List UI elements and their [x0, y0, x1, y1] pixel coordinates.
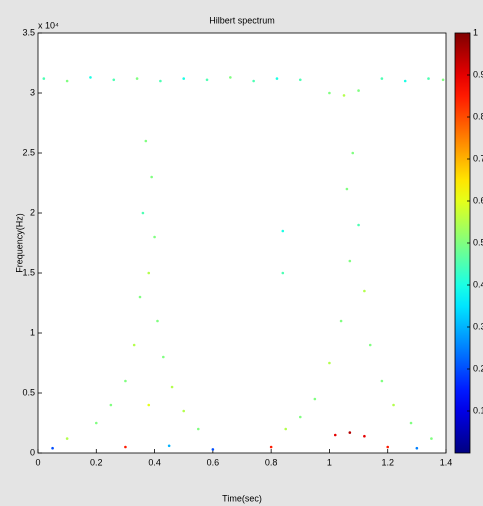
x-tick-label: 1	[327, 457, 332, 467]
x-axis-label: Time(sec)	[222, 493, 262, 503]
point	[284, 427, 288, 431]
x-tick-label: 0.2	[90, 457, 103, 467]
colorbar-tick-label: 0.6	[473, 195, 483, 205]
point	[167, 444, 171, 448]
x-tick-label: 0.8	[265, 457, 278, 467]
point	[328, 91, 331, 95]
point	[351, 151, 355, 155]
point	[313, 397, 317, 401]
colorbar-tick-label: 0.8	[473, 111, 483, 121]
point	[147, 403, 151, 407]
point	[89, 76, 92, 79]
y-tick-label: 3	[30, 87, 35, 97]
point	[42, 77, 46, 80]
point	[342, 94, 346, 97]
plot-area	[37, 32, 447, 454]
point	[65, 79, 69, 83]
point	[162, 355, 165, 359]
y-tick-label: 3.5	[22, 27, 35, 37]
point	[229, 76, 232, 79]
x-tick-label: 1.4	[440, 457, 453, 467]
colorbar-tick-label: 0.1	[473, 405, 483, 415]
point	[298, 78, 302, 82]
point	[51, 446, 54, 450]
point	[357, 89, 360, 92]
y-tick-label: 0	[30, 447, 35, 457]
point	[150, 175, 153, 179]
point	[357, 223, 360, 227]
point	[415, 446, 419, 450]
point	[156, 319, 159, 323]
point	[386, 445, 390, 449]
point	[328, 361, 331, 365]
y-tick-label: 1	[30, 327, 35, 337]
point	[252, 79, 255, 83]
point	[368, 343, 372, 347]
point	[409, 421, 413, 425]
point	[339, 319, 343, 323]
point	[403, 79, 407, 83]
point	[211, 448, 215, 451]
point	[269, 445, 273, 449]
y-tick-label: 1.5	[22, 267, 35, 277]
colorbar-tick-label: 0.7	[473, 153, 483, 163]
point	[138, 295, 142, 299]
point	[392, 403, 395, 407]
x-tick-label: 0	[35, 457, 40, 467]
y-multiplier: x 10⁴	[38, 20, 59, 30]
x-tick-label: 1.2	[381, 457, 394, 467]
point	[430, 437, 433, 440]
point	[112, 78, 116, 82]
colorbar-tick-label: 0.2	[473, 363, 483, 373]
point	[94, 421, 98, 425]
point	[153, 235, 156, 239]
x-tick-label: 0.6	[207, 457, 220, 467]
point	[363, 434, 366, 438]
point	[427, 77, 430, 80]
point	[170, 385, 174, 389]
point	[281, 229, 285, 233]
point	[132, 343, 136, 347]
point	[182, 409, 186, 413]
point	[348, 431, 352, 434]
point	[159, 79, 162, 83]
colorbar-tick-label: 0.5	[473, 237, 483, 247]
colorbar-tick-label: 0.9	[473, 69, 483, 79]
point	[124, 379, 127, 383]
y-axis-label: Frequency(Hz)	[14, 213, 24, 273]
point	[135, 77, 139, 80]
point	[380, 379, 384, 383]
colorbar-tick-label: 0.3	[473, 321, 483, 331]
point	[205, 78, 209, 82]
y-tick-label: 0.5	[22, 387, 35, 397]
point	[363, 289, 366, 293]
point	[333, 433, 337, 437]
y-tick-label: 2.5	[22, 147, 35, 157]
chart-title: Hilbert spectrum	[209, 15, 275, 25]
colorbar-tick-label: 0.4	[473, 279, 483, 289]
point	[196, 427, 200, 431]
point	[182, 77, 186, 80]
point	[144, 139, 148, 143]
colorbar-tick-label: 1	[473, 27, 478, 37]
point	[380, 77, 384, 80]
point	[348, 259, 352, 263]
point	[141, 211, 145, 215]
point	[109, 403, 113, 407]
point	[298, 415, 302, 419]
point	[441, 78, 445, 82]
point	[124, 445, 127, 449]
point	[281, 271, 285, 275]
point	[65, 437, 69, 440]
y-tick-label: 2	[30, 207, 35, 217]
point	[345, 187, 349, 191]
point	[147, 271, 151, 275]
point	[275, 77, 279, 80]
x-tick-label: 0.4	[148, 457, 161, 467]
